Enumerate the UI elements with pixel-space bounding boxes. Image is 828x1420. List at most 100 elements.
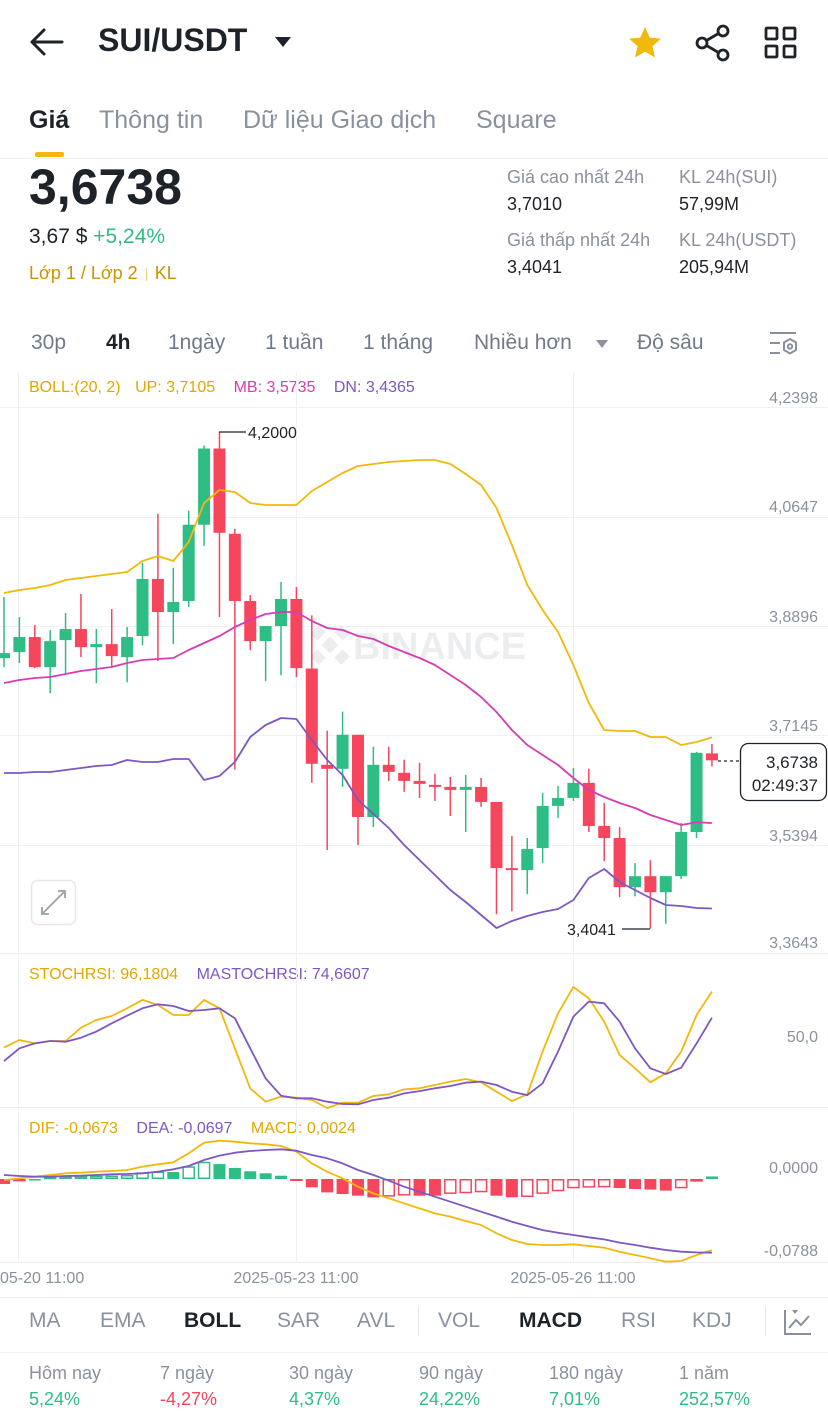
indicator-sar[interactable]: SAR — [277, 1309, 321, 1332]
performance-label: Hôm nay — [29, 1363, 102, 1383]
candle-up — [0, 653, 10, 659]
macd-histogram-bar — [474, 1179, 488, 1193]
macd-histogram-bar — [43, 1177, 57, 1180]
pair-title[interactable]: SUI/USDT — [98, 22, 248, 58]
performance-value: 7,01% — [549, 1389, 601, 1409]
caret-down-icon[interactable] — [595, 339, 609, 349]
timeframe-4h[interactable]: 4h — [106, 331, 131, 354]
macd-histogram-bar — [120, 1174, 134, 1179]
timeframe-1d[interactable]: 1ngày — [168, 331, 226, 354]
kline-chart[interactable]: BINANCE 4,2398 4,0647 3,8896 3,7145 3,53… — [0, 0, 828, 1300]
indicator-kdj[interactable]: KDJ — [692, 1309, 732, 1332]
macd-histogram-bar — [305, 1179, 318, 1188]
chart-settings-icon[interactable] — [768, 330, 800, 358]
price-change-percent: +5,24% — [93, 225, 166, 248]
timeframe-more[interactable]: Nhiều hơn — [474, 331, 572, 354]
indicator-macd[interactable]: MACD — [519, 1309, 582, 1332]
macd-histogram-bar — [551, 1179, 565, 1192]
candle-down — [105, 644, 118, 657]
x-tick: 05-20 11:00 — [0, 1270, 84, 1287]
dif-value: DIF: -0,0673 — [29, 1120, 118, 1137]
stochrsi-line — [3, 986, 713, 1109]
tag-layer[interactable]: Lớp 1 / Lớp 2 — [29, 263, 138, 283]
timeframe-1w[interactable]: 1 tuần — [265, 331, 324, 354]
last-price-tag[interactable] — [739, 742, 828, 802]
performance-label: 30 ngày — [289, 1363, 354, 1383]
fullscreen-button[interactable] — [30, 879, 77, 926]
performance-label: 7 ngày — [160, 1363, 215, 1383]
candle-down — [28, 637, 41, 668]
indicator-settings-icon[interactable] — [783, 1308, 813, 1336]
macd-histogram-bar — [582, 1179, 596, 1188]
candle-down — [598, 825, 611, 839]
macd-histogram-bar — [613, 1179, 626, 1189]
stat-value-vol-usdt: 205,94M — [679, 257, 750, 277]
candle-up — [675, 832, 688, 877]
candle-down — [74, 629, 87, 648]
performance-value: -4,27% — [160, 1389, 218, 1409]
tab-square[interactable]: Square — [476, 106, 557, 134]
dea-value: DEA: -0,0697 — [136, 1120, 233, 1137]
macd-histogram-bar — [336, 1179, 349, 1195]
tab-info[interactable]: Thông tin — [99, 106, 204, 134]
candle-up — [459, 786, 472, 790]
stochrsi-value: STOCHRSI: 96,1804 — [29, 966, 179, 983]
macd-histogram-bar — [690, 1179, 703, 1182]
candle-up — [121, 637, 134, 658]
macd-histogram-bar — [705, 1176, 718, 1179]
usd-price: 3,67 $ — [29, 225, 88, 248]
stat-value-vol-sui: 57,99M — [679, 194, 740, 214]
mastochrsi-line — [3, 1000, 713, 1106]
star-icon[interactable] — [627, 25, 663, 61]
macd-histogram-bar — [536, 1179, 549, 1194]
divider — [0, 1352, 828, 1353]
boll-dn-value: DN: 3,4365 — [333, 379, 415, 396]
macd-histogram-bar — [90, 1175, 103, 1179]
candle-up — [628, 876, 641, 888]
tag-volume[interactable]: KL — [154, 263, 177, 283]
candle-up — [44, 641, 57, 668]
indicator-ma[interactable]: MA — [29, 1309, 61, 1332]
tags-row: Lớp 1 / Lớp 2 KL — [29, 263, 177, 284]
back-arrow-icon[interactable] — [26, 26, 68, 58]
stat-label-low: Giá thấp nhất 24h — [507, 230, 651, 250]
divider — [765, 1306, 766, 1336]
timeframe-1m[interactable]: 1 tháng — [363, 331, 434, 354]
low-annotation: 3,4041 — [567, 922, 616, 939]
stat-label-vol-usdt: KL 24h(USDT) — [679, 230, 797, 250]
indicator-ema[interactable]: EMA — [100, 1309, 146, 1332]
candle-up — [536, 805, 549, 849]
watermark: BINANCE — [310, 625, 526, 668]
depth-tab[interactable]: Độ sâu — [637, 331, 704, 354]
macd-histogram-bar — [244, 1171, 257, 1179]
candle-up — [259, 626, 272, 642]
macd-histogram-bar — [59, 1176, 72, 1180]
caret-down-icon[interactable] — [274, 36, 292, 48]
macd-histogram-bar — [505, 1179, 518, 1198]
indicator-rsi[interactable]: RSI — [621, 1309, 657, 1332]
boll-mb-value: MB: 3,5735 — [233, 379, 316, 396]
stat-value-high: 3,7010 — [507, 194, 563, 214]
stat-value-low: 3,4041 — [507, 257, 563, 277]
grid-icon[interactable] — [764, 26, 798, 60]
timeframe-30m[interactable]: 30p — [31, 331, 67, 354]
indicator-boll[interactable]: BOLL — [184, 1309, 242, 1332]
performance-value: 24,22% — [419, 1389, 481, 1409]
candle-up — [336, 734, 349, 769]
macd-histogram-bar — [228, 1168, 241, 1179]
macd-histogram-bar — [151, 1171, 165, 1179]
candle-up — [167, 601, 180, 613]
x-tick: 2025-05-26 11:00 — [510, 1270, 635, 1287]
tab-price[interactable]: Giá — [29, 106, 70, 134]
candle-up — [659, 876, 672, 893]
indicator-avl[interactable]: AVL — [357, 1309, 396, 1332]
candle-up — [13, 637, 26, 653]
indicator-vol[interactable]: VOL — [438, 1309, 481, 1332]
candle-up — [552, 797, 565, 806]
candle-down — [582, 782, 595, 826]
macd-histogram-bar — [644, 1179, 657, 1190]
share-icon[interactable] — [694, 24, 732, 62]
boll-legend: BOLL:(20, 2) UP: 3,7105 MB: 3,5735 DN: 3… — [29, 379, 415, 397]
tab-trading-data[interactable]: Dữ liệu Giao dịch — [243, 106, 437, 134]
y-tick: 4,0647 — [769, 499, 818, 516]
